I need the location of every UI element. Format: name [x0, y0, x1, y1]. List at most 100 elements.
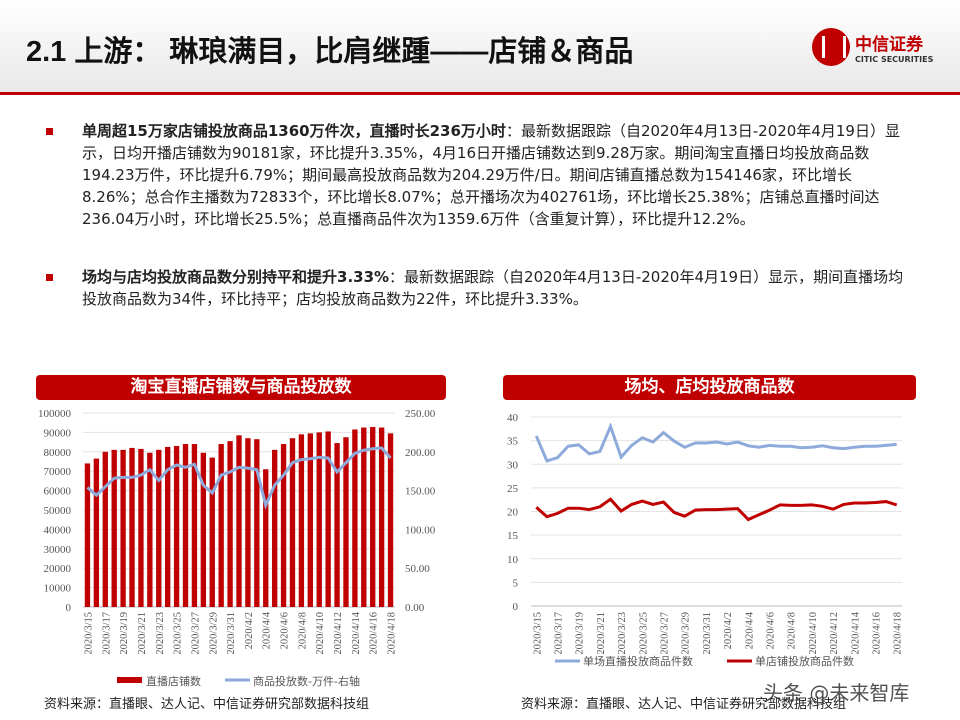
x-tick: 2020/4/18: [893, 612, 904, 655]
x-tick: 2020/3/31: [226, 612, 237, 655]
x-tick: 2020/3/31: [702, 612, 713, 655]
x-tick: 2020/3/23: [617, 612, 628, 655]
bar: [84, 463, 91, 607]
y-right-tick: 250.00: [405, 408, 436, 420]
x-tick: 2020/3/19: [575, 612, 586, 655]
bullet-1-heading: 单周超15万家店铺投放商品1360万件次，直播时长236万小时: [82, 122, 506, 140]
x-tick: 2020/4/12: [333, 612, 344, 655]
chart2-title: 场均、店均投放商品数: [503, 375, 916, 400]
citic-logo: 中信证券 CITIC SECURITIES: [812, 28, 933, 66]
x-tick: 2020/3/29: [681, 612, 692, 655]
bar: [254, 439, 260, 607]
legend-label-2: 单店铺投放商品件数: [755, 654, 854, 668]
y-left-tick: 20000: [44, 563, 72, 575]
y-right-tick: 0.00: [405, 602, 425, 614]
logo-en: CITIC SECURITIES: [855, 55, 934, 64]
bullet-square-icon: [46, 128, 53, 135]
logo-cn: 中信证券: [855, 35, 923, 55]
line-series-1: [535, 497, 898, 522]
x-tick: 2020/4/6: [280, 612, 291, 649]
bar: [147, 452, 153, 607]
header-divider: [0, 92, 960, 95]
y-left-tick: 50000: [44, 505, 72, 517]
legend-bar-label: 直播店铺数: [146, 674, 201, 688]
x-tick: 2020/3/21: [596, 612, 607, 655]
x-tick: 2020/3/27: [660, 612, 671, 655]
bar: [236, 435, 242, 607]
bar: [165, 446, 171, 607]
bar: [111, 449, 117, 607]
x-tick: 2020/4/8: [787, 612, 798, 649]
bar: [378, 427, 385, 607]
bar: [182, 444, 189, 607]
x-tick: 2020/4/18: [387, 612, 398, 655]
bar: [173, 445, 180, 607]
y-tick: 0: [513, 601, 519, 613]
x-tick: 2020/4/4: [262, 611, 273, 649]
y-left-tick: 90000: [44, 427, 72, 439]
legend-bar-swatch: [117, 677, 142, 683]
bar: [387, 433, 394, 607]
bar: [370, 426, 376, 607]
y-left-tick: 60000: [44, 486, 72, 498]
y-tick: 10: [507, 554, 519, 566]
x-tick: 2020/3/25: [173, 612, 184, 655]
legend-label-1: 单场直播投放商品件数: [583, 654, 693, 668]
x-tick: 2020/3/17: [554, 612, 565, 655]
x-tick: 2020/4/16: [872, 612, 883, 655]
x-tick: 2020/3/27: [190, 612, 201, 655]
bar: [227, 441, 233, 607]
y-tick: 15: [507, 530, 519, 542]
bar: [316, 432, 322, 607]
bar: [271, 449, 278, 607]
bar: [280, 444, 287, 607]
y-tick: 5: [513, 577, 519, 589]
bullet-1: 单周超15万家店铺投放商品1360万件次，直播时长236万小时：最新数据跟踪（自…: [44, 120, 914, 230]
line-series-0: [534, 422, 897, 463]
x-tick: 2020/3/17: [101, 612, 112, 655]
bar: [138, 448, 144, 607]
bar: [129, 447, 135, 607]
y-right-tick: 150.00: [405, 486, 436, 498]
chart1-source: 资料来源：直播眼、达人记、中信证券研究部数据科技组: [44, 697, 370, 712]
bar: [120, 449, 126, 607]
x-tick: 2020/4/16: [369, 612, 380, 655]
y-right-tick: 100.00: [405, 524, 436, 536]
chart1-title: 淘宝直播店铺数与商品投放数: [36, 375, 446, 400]
bar: [298, 434, 305, 607]
x-tick: 2020/3/15: [532, 612, 543, 655]
header-band: [0, 0, 960, 92]
x-tick: 2020/4/10: [315, 612, 326, 655]
legend-line-label: 商品投放数-万件-右轴: [253, 674, 360, 688]
x-tick: 2020/4/10: [808, 612, 819, 655]
x-tick: 2020/3/23: [155, 612, 166, 655]
bar: [156, 449, 162, 607]
page-title: 2.1 上游： 琳琅满目，比肩继踵——店铺＆商品: [26, 36, 634, 68]
bar: [343, 437, 349, 607]
y-tick: 20: [507, 507, 519, 519]
x-tick: 2020/4/14: [351, 611, 362, 654]
bullet-2-text: ：最新数据跟踪（自2020年4月13日-2020年4月19日）显示，期间直播场均…: [82, 268, 904, 308]
x-tick: 2020/4/12: [829, 612, 840, 655]
bar: [289, 438, 296, 607]
x-tick: 2020/4/4: [744, 611, 755, 649]
y-left-tick: 70000: [44, 466, 72, 478]
x-tick: 2020/4/2: [723, 612, 734, 649]
bar: [307, 433, 313, 607]
bar: [334, 443, 340, 607]
bullet-1-text: ：最新数据跟踪（自2020年4月13日-2020年4月19日）显示，日均开播店铺…: [82, 122, 900, 228]
y-left-tick: 30000: [44, 544, 72, 556]
bullet-square-icon: [46, 274, 53, 281]
bar: [93, 458, 100, 607]
x-tick: 2020/4/14: [850, 611, 861, 654]
y-right-tick: 200.00: [405, 447, 436, 459]
y-left-tick: 80000: [44, 447, 72, 459]
bullet-2-heading: 场均与店均投放商品数分别持平和提升3.33%: [82, 268, 390, 286]
y-right-tick: 50.00: [405, 563, 430, 575]
bar: [245, 438, 251, 607]
bar: [102, 451, 108, 607]
y-left-tick: 0: [66, 602, 72, 614]
citic-logo-icon: [812, 28, 850, 66]
y-tick: 35: [507, 436, 519, 448]
